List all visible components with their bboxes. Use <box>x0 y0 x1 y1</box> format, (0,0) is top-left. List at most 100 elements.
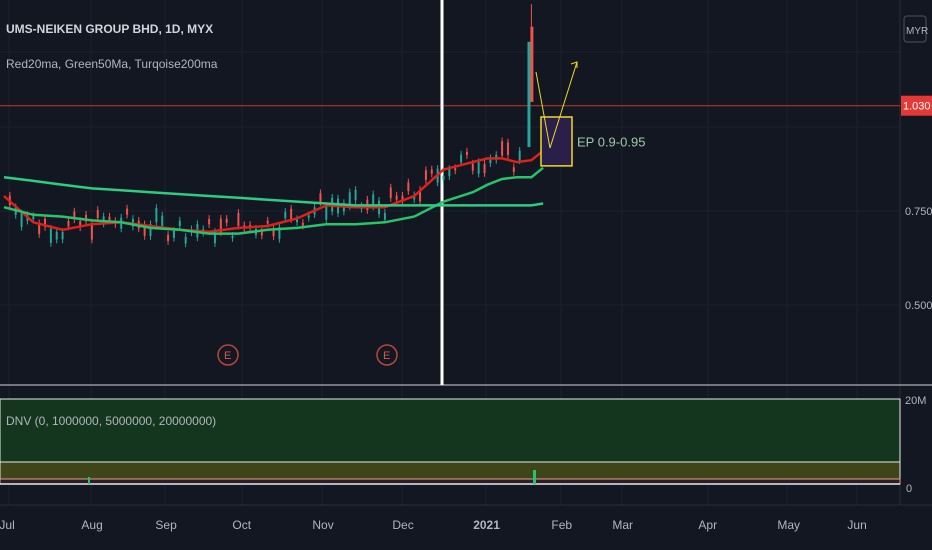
ma200-line[interactable] <box>3 175 544 207</box>
candle-body <box>301 222 304 226</box>
candle-body <box>465 151 468 156</box>
breakout-candle-down <box>530 26 534 102</box>
candle-body <box>512 167 515 172</box>
candle-body <box>73 211 76 220</box>
candle-body <box>419 189 422 202</box>
candle-body <box>149 224 152 237</box>
candle-body <box>61 231 64 240</box>
ma20-line[interactable] <box>3 149 544 233</box>
candle-body <box>348 192 351 207</box>
x-tick-label: Jul <box>0 518 15 532</box>
candle-body <box>44 218 47 227</box>
currency-label: MYR <box>906 26 928 37</box>
candle-body <box>372 194 375 207</box>
candle-body <box>85 214 88 222</box>
candle-body <box>454 168 457 171</box>
candle-body <box>225 218 228 223</box>
candle-body <box>208 218 211 225</box>
candle-body <box>32 216 35 220</box>
chart-header: UMS-NEIKEN GROUP BHD, 1D, MYX <box>6 22 213 36</box>
x-tick-label: Aug <box>81 518 102 532</box>
candle-body <box>178 220 181 227</box>
candle-body <box>319 193 322 203</box>
x-tick-label: 2021 <box>473 518 500 532</box>
candle-body <box>49 228 52 243</box>
entry-zone-label: EP 0.9-0.95 <box>577 134 645 149</box>
volume-bar <box>88 477 90 484</box>
volume-tick-label: 20M <box>905 395 926 407</box>
price-badge <box>901 95 932 116</box>
candle-body <box>167 234 170 241</box>
candle-body <box>260 231 263 236</box>
candle-body <box>284 211 287 219</box>
candle-body <box>489 158 492 164</box>
candle-body <box>389 187 392 199</box>
symbol-title[interactable]: UMS-NEIKEN GROUP BHD, 1D, MYX <box>6 22 214 36</box>
y-tick-label: 0.750 <box>905 206 932 218</box>
volume-bar-spike <box>533 470 536 484</box>
candle-body <box>354 189 357 201</box>
candle-body <box>231 235 234 239</box>
x-tick-label: Jun <box>847 518 866 532</box>
x-tick-label: Sep <box>155 518 177 532</box>
candle-body <box>213 232 216 244</box>
candle-body <box>184 236 187 244</box>
candle-body <box>290 208 293 220</box>
candle-body <box>96 209 99 219</box>
ma50-line[interactable] <box>3 166 544 235</box>
candle-body <box>483 164 486 174</box>
x-tick-label: Feb <box>551 518 572 532</box>
candle-body <box>442 175 445 180</box>
candle-body <box>430 169 433 174</box>
earnings-marker[interactable] <box>376 344 398 366</box>
candle-body <box>460 154 463 163</box>
arrow-head <box>570 61 578 68</box>
candle-body <box>172 230 175 238</box>
candle-body <box>518 150 521 161</box>
x-tick-label: May <box>777 518 800 532</box>
candle-body <box>90 225 93 240</box>
dnv-band-high <box>0 398 901 463</box>
y-tick-label: 0.500 <box>905 300 932 312</box>
candle-body <box>79 221 82 228</box>
candle-body <box>126 208 129 215</box>
candle-body <box>395 195 398 200</box>
projection-arrow <box>535 61 578 149</box>
candle-body <box>278 227 281 239</box>
candle-body <box>108 216 111 221</box>
x-tick-label: Oct <box>232 518 251 532</box>
candle-body <box>219 218 222 233</box>
candle-body <box>401 195 404 202</box>
candle-body <box>155 208 158 223</box>
candle-body <box>266 220 269 224</box>
price-badge-label: 1.030 <box>903 101 931 113</box>
candle-body <box>424 170 427 180</box>
breakout-candle-up <box>527 41 531 148</box>
candle-body <box>161 215 164 226</box>
x-tick-label: Dec <box>392 518 413 532</box>
candle-body <box>307 215 310 218</box>
candle-body <box>55 231 58 240</box>
candle-body <box>448 169 451 177</box>
candle-body <box>471 163 474 171</box>
x-tick-label: Apr <box>698 518 717 532</box>
candle-body <box>38 223 41 234</box>
earnings-marker-label: E <box>383 350 390 362</box>
candle-body <box>67 220 70 227</box>
candle-body <box>506 142 509 155</box>
candle-body <box>501 141 504 156</box>
candle-body <box>272 228 275 237</box>
candle-body <box>296 219 298 223</box>
dnv-band-mid <box>0 461 901 480</box>
candle-body <box>477 162 480 174</box>
volume-indicator-label[interactable]: DNV (0, 1000000, 5000000, 20000000) <box>6 414 217 428</box>
x-tick-label: Mar <box>612 518 633 532</box>
indicator-legend[interactable]: Red20ma, Green50Ma, Turqoise200ma <box>6 57 218 71</box>
candle-body <box>325 205 328 220</box>
volume-tick-label: 0 <box>906 483 912 495</box>
candle-body <box>407 182 410 192</box>
earnings-marker[interactable] <box>217 344 239 366</box>
earnings-marker-label: E <box>224 350 231 362</box>
candle-body <box>20 213 23 227</box>
